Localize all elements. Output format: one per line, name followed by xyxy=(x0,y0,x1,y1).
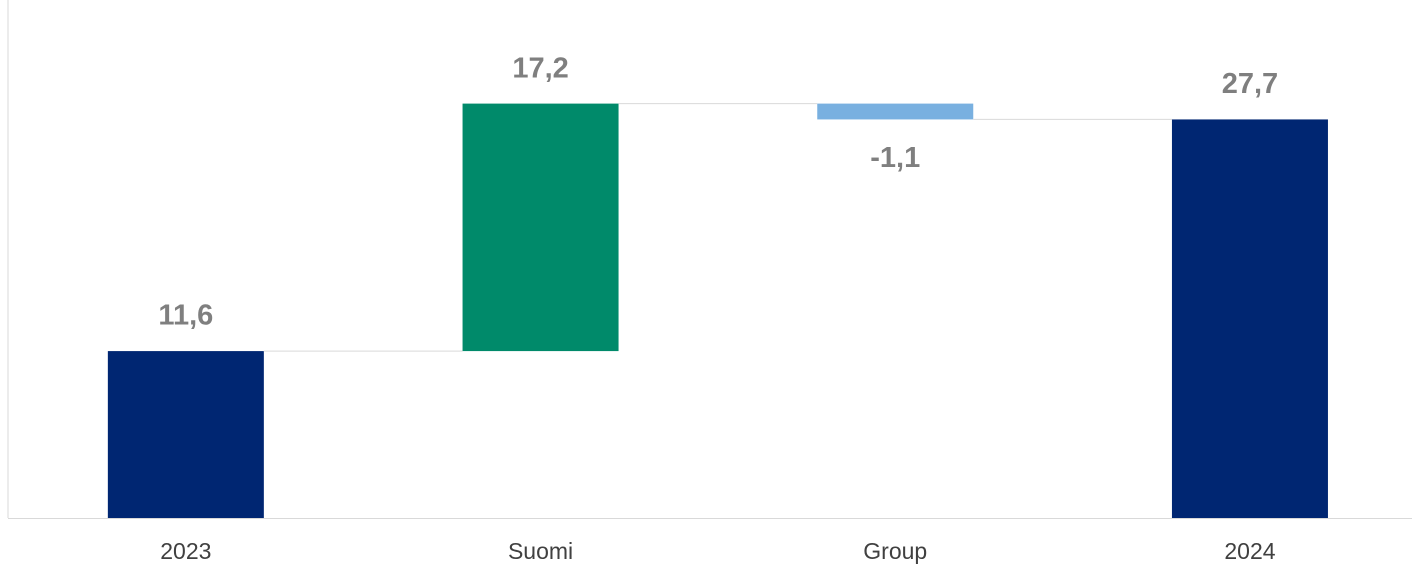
value-label: 27,7 xyxy=(1222,68,1278,100)
x-tick-label: Group xyxy=(863,538,927,564)
value-label: -1,1 xyxy=(870,142,920,174)
x-tick-label: 2023 xyxy=(160,538,211,564)
bar xyxy=(817,103,974,120)
value-label: 17,2 xyxy=(512,52,568,84)
bar xyxy=(1171,119,1328,518)
x-tick-label: 2024 xyxy=(1224,538,1275,564)
bar xyxy=(462,103,619,352)
value-label: 11,6 xyxy=(158,300,213,332)
x-tick-label: Suomi xyxy=(508,538,573,564)
bar xyxy=(107,351,264,518)
